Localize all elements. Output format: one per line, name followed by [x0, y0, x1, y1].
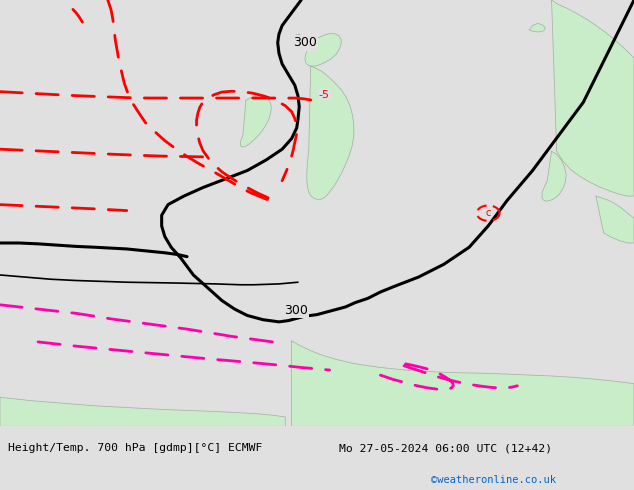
- Polygon shape: [552, 0, 634, 196]
- Polygon shape: [0, 397, 285, 426]
- Text: ©weatheronline.co.uk: ©weatheronline.co.uk: [431, 475, 556, 485]
- Polygon shape: [542, 151, 566, 201]
- Polygon shape: [307, 66, 354, 199]
- Text: Height/Temp. 700 hPa [gdmp][°C] ECMWF: Height/Temp. 700 hPa [gdmp][°C] ECMWF: [8, 443, 262, 453]
- Polygon shape: [240, 96, 271, 147]
- Polygon shape: [305, 33, 341, 66]
- Text: c: c: [486, 208, 491, 218]
- Text: -5: -5: [319, 90, 330, 99]
- Polygon shape: [596, 196, 634, 243]
- Text: 300: 300: [293, 36, 317, 49]
- Text: Mo 27-05-2024 06:00 UTC (12+42): Mo 27-05-2024 06:00 UTC (12+42): [339, 443, 552, 453]
- Polygon shape: [292, 34, 303, 47]
- Text: 300: 300: [284, 304, 308, 317]
- Polygon shape: [529, 24, 545, 32]
- Polygon shape: [292, 341, 634, 426]
